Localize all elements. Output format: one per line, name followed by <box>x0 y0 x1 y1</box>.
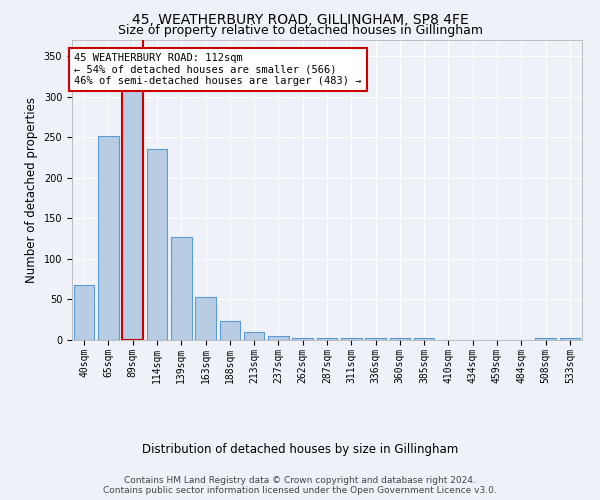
Bar <box>341 338 362 340</box>
Bar <box>268 336 289 340</box>
Text: Contains HM Land Registry data © Crown copyright and database right 2024.
Contai: Contains HM Land Registry data © Crown c… <box>103 476 497 495</box>
Bar <box>389 338 410 340</box>
Bar <box>146 148 167 340</box>
Bar <box>244 332 265 340</box>
Text: 45, WEATHERBURY ROAD, GILLINGHAM, SP8 4FE: 45, WEATHERBURY ROAD, GILLINGHAM, SP8 4F… <box>131 12 469 26</box>
Y-axis label: Number of detached properties: Number of detached properties <box>25 97 38 283</box>
Text: Size of property relative to detached houses in Gillingham: Size of property relative to detached ho… <box>118 24 482 37</box>
Text: Distribution of detached houses by size in Gillingham: Distribution of detached houses by size … <box>142 442 458 456</box>
Bar <box>195 297 216 340</box>
Text: 45 WEATHERBURY ROAD: 112sqm
← 54% of detached houses are smaller (566)
46% of se: 45 WEATHERBURY ROAD: 112sqm ← 54% of det… <box>74 53 362 86</box>
Bar <box>122 71 143 340</box>
Bar <box>535 338 556 340</box>
Bar <box>220 322 240 340</box>
Bar <box>414 338 434 340</box>
Bar <box>292 338 313 340</box>
Bar <box>74 285 94 340</box>
Bar <box>171 237 191 340</box>
Bar <box>560 338 580 340</box>
Bar <box>98 136 119 340</box>
Bar <box>365 338 386 340</box>
Bar <box>317 338 337 340</box>
